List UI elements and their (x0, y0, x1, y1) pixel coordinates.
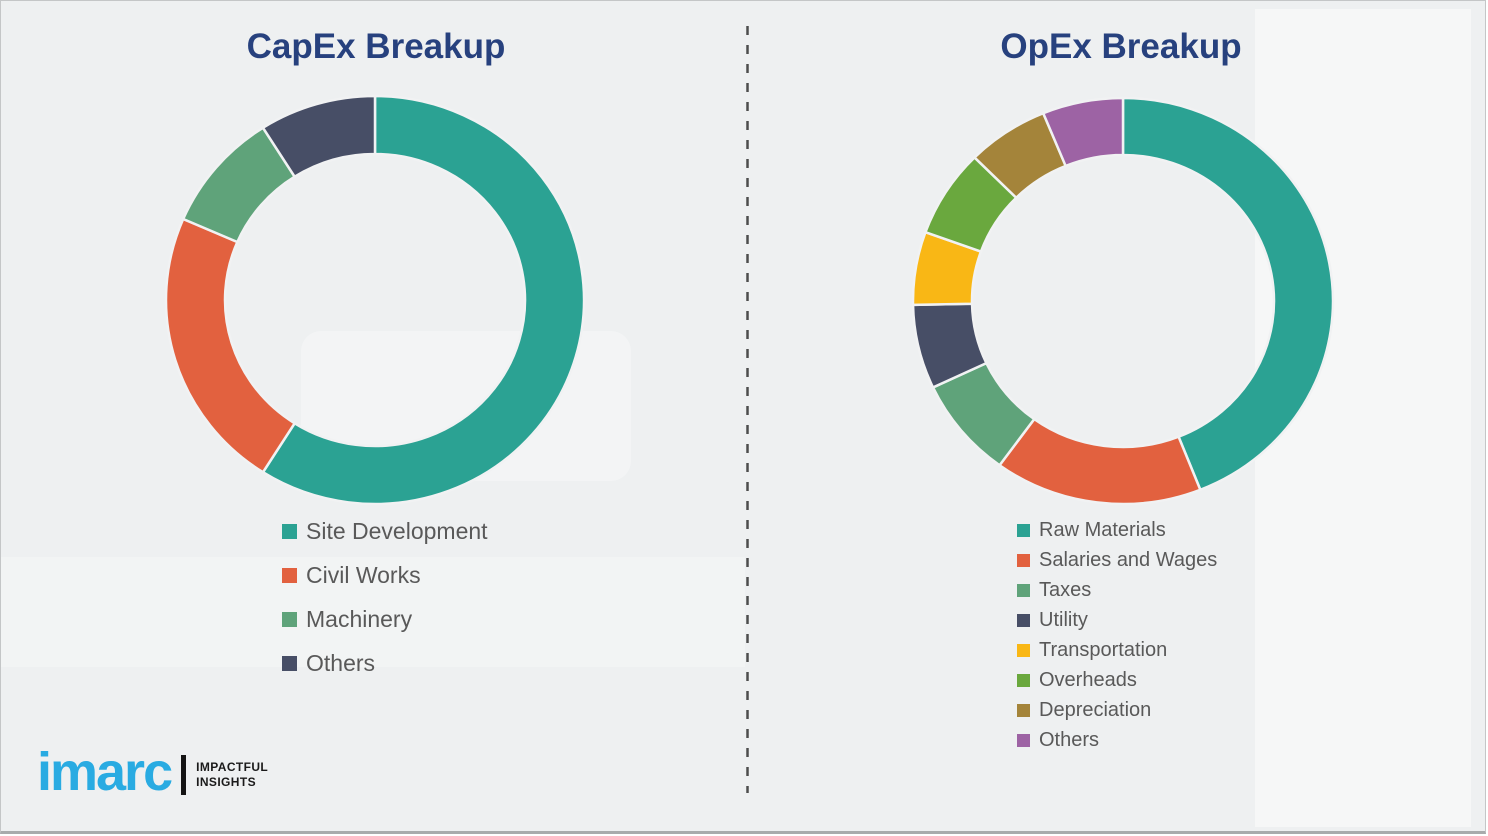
legend-label: Taxes (1039, 578, 1092, 601)
legend-swatch-icon (1017, 553, 1030, 567)
imarc-logo: imarc IMPACTFUL INSIGHTS (37, 741, 268, 803)
capex-donut-segment-civil-works (164, 217, 296, 474)
legend-label: Civil Works (306, 561, 421, 588)
legend-swatch-icon (1017, 643, 1030, 657)
legend-swatch-icon (282, 611, 297, 627)
opex-legend: Raw Materials Salaries and Wages Taxes Util… (1017, 515, 1217, 755)
legend-swatch-icon (282, 523, 297, 539)
legend-label: Others (306, 649, 376, 676)
legend-swatch-icon (1017, 583, 1030, 597)
legend-label: Raw Materials (1039, 518, 1166, 541)
imarc-logo-tagline: IMPACTFUL INSIGHTS (196, 760, 268, 790)
logo-divider-bar (181, 755, 187, 795)
legend-item-machinery: Machinery (282, 597, 488, 641)
legend-swatch-icon (282, 655, 297, 671)
capex-donut-segment-site-development (261, 94, 586, 506)
opex-donut (911, 96, 1335, 506)
opex-donut-segment-others (1042, 96, 1125, 168)
legend-item-salaries-and-wages: Salaries and Wages (1017, 545, 1217, 575)
legend-label: Others (1039, 728, 1100, 751)
legend-item-raw-materials: Raw Materials (1017, 515, 1217, 545)
capex-donut (164, 94, 586, 506)
legend-item-others: Others (1017, 725, 1217, 755)
legend-item-depreciation: Depreciation (1017, 695, 1217, 725)
legend-label: Machinery (306, 605, 413, 632)
legend-item-utility: Utility (1017, 605, 1217, 635)
legend-swatch-icon (1017, 673, 1030, 687)
legend-item-others: Others (282, 641, 488, 685)
opex-chart-title: OpEx Breakup (1000, 27, 1242, 66)
opex-donut-segment-raw-materials (1121, 96, 1335, 491)
opex-donut-segment-salaries-and-wages (998, 417, 1202, 506)
legend-swatch-icon (1017, 733, 1030, 747)
legend-label: Utility (1039, 608, 1088, 631)
legend-item-overheads: Overheads (1017, 665, 1217, 695)
legend-label: Salaries and Wages (1039, 548, 1218, 571)
legend-swatch-icon (1017, 703, 1030, 717)
legend-label: Overheads (1039, 668, 1137, 691)
legend-swatch-icon (282, 567, 297, 583)
legend-swatch-icon (1017, 613, 1030, 627)
tagline-line-2: INSIGHTS (196, 775, 256, 789)
legend-item-transportation: Transportation (1017, 635, 1217, 665)
capex-legend: Site Development Civil Works Machinery Othe… (282, 509, 488, 685)
legend-item-taxes: Taxes (1017, 575, 1217, 605)
capex-chart-title: CapEx Breakup (246, 27, 506, 66)
imarc-logo-wordmark: imarc (37, 742, 173, 802)
legend-item-site-development: Site Development (282, 509, 488, 553)
legend-label: Site Development (306, 517, 488, 544)
tagline-line-1: IMPACTFUL (196, 760, 269, 774)
legend-item-civil-works: Civil Works (282, 553, 488, 597)
legend-swatch-icon (1017, 523, 1030, 537)
capex-donut-segment-others (261, 94, 377, 178)
legend-label: Transportation (1039, 638, 1168, 661)
legend-label: Depreciation (1039, 698, 1152, 721)
